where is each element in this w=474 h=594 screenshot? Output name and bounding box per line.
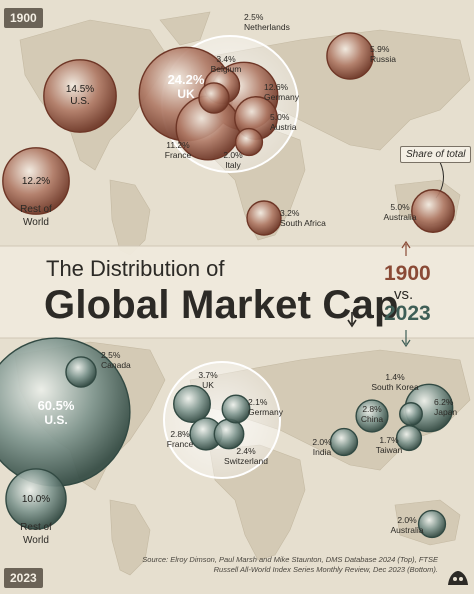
- value-label-2023-taiwan: 1.7%: [379, 435, 399, 445]
- bubble-1900-rest-of-world: [2, 147, 70, 215]
- name-label-2023-india: India: [313, 447, 332, 457]
- year-1900-label: 1900: [384, 262, 431, 285]
- badge-1900: 1900: [4, 8, 43, 28]
- value-label-2023-germany: 2.1%: [248, 397, 268, 407]
- value-label-2023-canada: 2.5%: [101, 350, 121, 360]
- logo-icon: [448, 571, 468, 585]
- bubble-2023-india: [329, 427, 359, 457]
- year-2023-label: 2023: [384, 302, 431, 325]
- arrow-up-icon: [401, 240, 411, 256]
- value-label-1900-austria: 5.0%: [270, 112, 290, 122]
- source-note: Source: Elroy Dimson, Paul Marsh and Mik…: [142, 555, 438, 575]
- arrow-down-icon: [401, 330, 411, 348]
- name-label-1900-france: France: [165, 150, 192, 160]
- value-label-1900-australia: 5.0%: [390, 202, 410, 212]
- value-label-1900-rest-of-world: 12.2%: [22, 176, 50, 187]
- name-label-2023-rest-of-world-line2: World: [23, 535, 49, 546]
- name-label-1900-russia: Russia: [370, 54, 396, 64]
- name-label-1900-uk: UK: [177, 87, 195, 101]
- value-label-1900-south-africa: 3.2%: [280, 208, 300, 218]
- bubble-2023-china: [355, 399, 389, 433]
- value-label-1900-russia: 5.9%: [370, 44, 390, 54]
- bubble-1900-russia: [326, 32, 374, 80]
- name-label-2023-u-s: U.S.: [44, 413, 67, 427]
- value-label-1900-netherlands: 2.5%: [244, 12, 264, 22]
- name-label-1900-austria: Austria: [270, 122, 297, 132]
- name-label-1900-netherlands: Netherlands: [244, 22, 290, 32]
- value-label-2023-japan: 6.2%: [434, 397, 454, 407]
- bubble-2023-canada: [65, 356, 97, 388]
- name-label-2023-australia: Australia: [390, 525, 423, 535]
- bubble-1900-south-africa: [246, 200, 282, 236]
- name-label-2023-rest-of-world-line1: Rest of: [20, 522, 52, 533]
- name-label-2023-germany: Germany: [248, 407, 284, 417]
- bubble-2023-australia: [417, 509, 447, 539]
- value-label-1900-france: 11.2%: [166, 140, 190, 150]
- name-label-1900-south-africa: South Africa: [280, 218, 326, 228]
- value-label-2023-switzerland: 2.4%: [236, 446, 256, 456]
- bubble-2023-rest-of-world: [5, 468, 67, 530]
- value-label-2023-rest-of-world: 10.0%: [22, 494, 50, 505]
- value-label-1900-italy: 2.0%: [223, 150, 243, 160]
- bubble-1900-australia: [411, 189, 455, 233]
- value-label-1900-uk: 24.2%: [168, 72, 205, 87]
- badge-2023: 2023: [4, 568, 43, 588]
- name-label-1900-germany: Germany: [264, 92, 300, 102]
- name-label-1900-rest-of-world-line2: World: [23, 217, 49, 228]
- value-label-1900-belgium: 3.4%: [216, 54, 236, 64]
- name-label-2023-china: China: [361, 414, 383, 424]
- name-label-1900-belgium: Belgium: [211, 64, 242, 74]
- name-label-2023-uk: UK: [202, 380, 214, 390]
- value-label-2023-france: 2.8%: [170, 429, 190, 439]
- value-label-1900-u-s: 14.5%: [66, 84, 94, 95]
- name-label-1900-australia: Australia: [383, 212, 416, 222]
- name-label-1900-u-s: U.S.: [70, 96, 89, 107]
- bubble-2023-germany: [221, 394, 251, 424]
- name-label-2023-france: France: [167, 439, 194, 449]
- name-label-2023-south-korea: South Korea: [371, 382, 419, 392]
- value-label-1900-germany: 12.6%: [264, 82, 289, 92]
- bubble-2023-south-korea: [399, 402, 423, 426]
- title-big: Global Market Cap: [44, 283, 399, 327]
- bubble-2023-uk: [173, 385, 211, 423]
- title-arrow-icon: [347, 312, 357, 328]
- name-label-1900-italy: Italy: [225, 160, 241, 170]
- name-label-2023-japan: Japan: [434, 407, 457, 417]
- value-label-2023-australia: 2.0%: [397, 515, 417, 525]
- bubble-1900-italy: [234, 127, 264, 157]
- value-label-2023-china: 2.8%: [362, 404, 382, 414]
- name-label-1900-rest-of-world-line1: Rest of: [20, 204, 52, 215]
- name-label-2023-taiwan: Taiwan: [376, 445, 403, 455]
- value-label-2023-india: 2.0%: [312, 437, 332, 447]
- value-label-2023-u-s: 60.5%: [38, 398, 75, 413]
- value-label-2023-south-korea: 1.4%: [385, 372, 405, 382]
- vs-label: vs.: [394, 286, 414, 303]
- bubble-1900-netherlands: [198, 82, 230, 114]
- name-label-2023-switzerland: Switzerland: [224, 456, 268, 466]
- share-of-total-label: Share of total: [400, 146, 472, 163]
- name-label-2023-canada: Canada: [101, 360, 131, 370]
- bubble-2023-switzerland: [213, 418, 245, 450]
- title-small: The Distribution of: [46, 256, 225, 281]
- bubble-1900-u-s: [43, 59, 117, 133]
- value-label-2023-uk: 3.7%: [198, 370, 218, 380]
